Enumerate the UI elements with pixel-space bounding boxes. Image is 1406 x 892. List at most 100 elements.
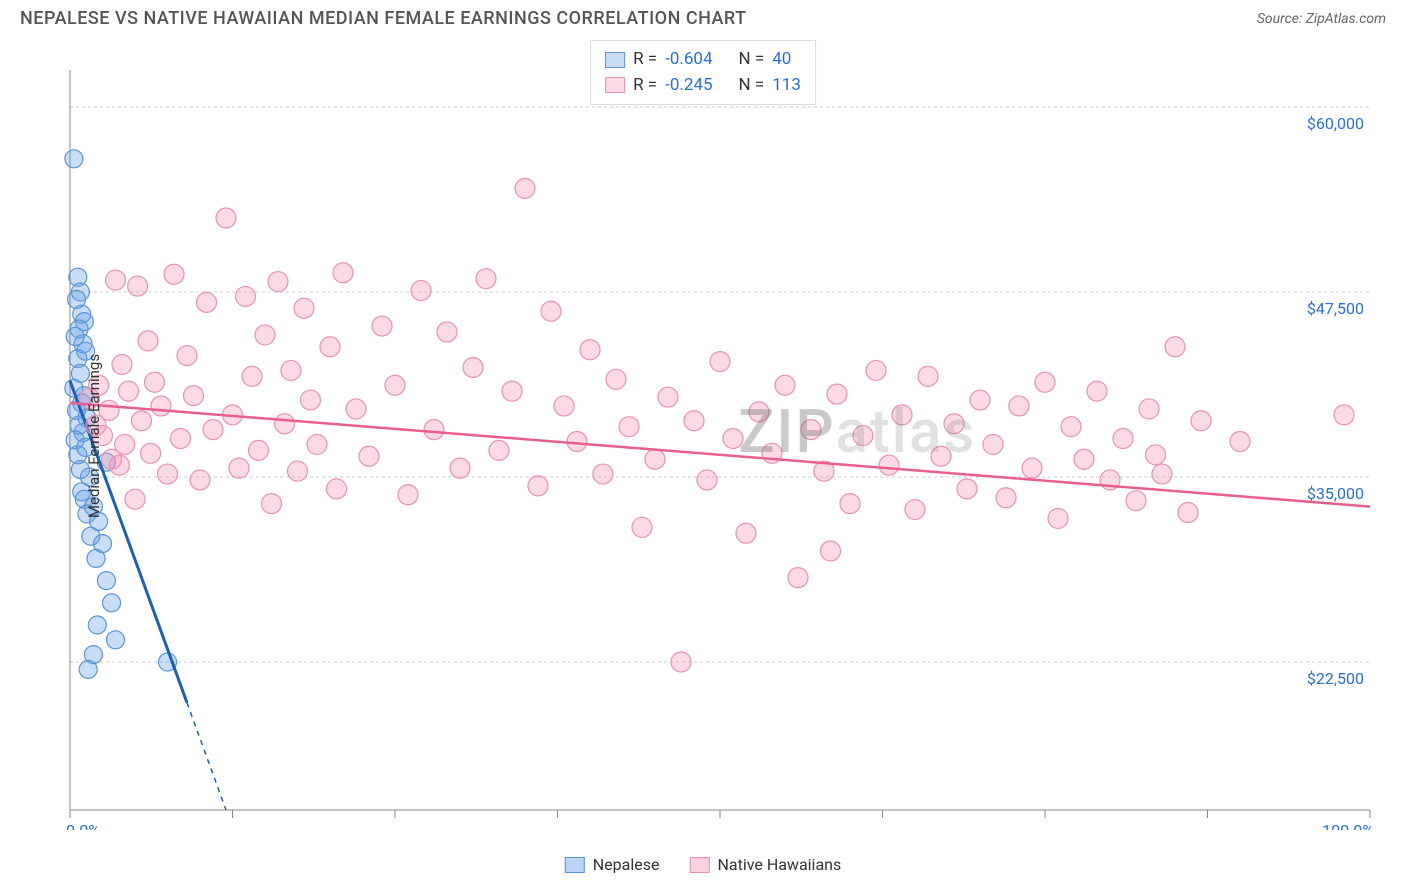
data-point [957,479,977,499]
x-max-label: 100.0% [1322,821,1374,830]
y-tick-label: $60,000 [1307,114,1364,133]
data-point [128,276,148,296]
data-point [1152,464,1172,484]
y-axis-label: Median Female Earnings [85,354,103,518]
data-point [632,517,652,537]
data-point [710,352,730,372]
data-point [424,420,444,440]
data-point [87,549,105,567]
data-point [879,455,899,475]
data-point [593,464,613,484]
data-point [853,426,873,446]
data-point [996,488,1016,508]
data-point [190,470,210,490]
data-point [931,446,951,466]
data-point [723,429,743,449]
data-point [65,150,83,168]
data-point [107,631,125,649]
legend-swatch [565,857,585,873]
data-point [151,396,171,416]
y-tick-label: $35,000 [1307,484,1364,503]
data-point [736,523,756,543]
data-point [671,652,691,672]
data-point [801,420,821,440]
data-point [606,369,626,389]
data-point [301,390,321,410]
x-min-label: 0.0% [66,821,100,830]
data-point [944,414,964,434]
data-point [821,541,841,561]
data-point [1074,449,1094,469]
legend-R-label: R = [633,73,657,99]
chart-title: NEPALESE VS NATIVE HAWAIIAN MEDIAN FEMAL… [20,8,747,29]
data-point [684,411,704,431]
data-point [268,272,288,292]
data-point [132,411,152,431]
data-point [88,616,106,634]
y-tick-label: $22,500 [1307,669,1364,688]
data-point [567,431,587,451]
data-point [1035,372,1055,392]
series-legend-label: Native Hawaiians [717,855,841,874]
data-point [1139,399,1159,419]
data-point [320,337,340,357]
data-point [307,434,327,454]
data-point [892,405,912,425]
data-point [411,281,431,301]
data-point [115,434,135,454]
series-legend-label: Nepalese [593,855,660,874]
data-point [528,476,548,496]
data-point [197,292,217,312]
data-point [840,494,860,514]
data-point [1126,491,1146,511]
data-point [398,485,418,505]
data-point [580,340,600,360]
data-point [1334,405,1354,425]
regression-line-dashed [187,703,226,810]
data-point [788,568,808,588]
legend-row: R =-0.604N =40 [605,47,801,73]
data-point [749,402,769,422]
data-point [1191,411,1211,431]
data-point [554,396,574,416]
data-point [327,479,347,499]
data-point [1178,503,1198,523]
data-point [216,208,236,228]
data-point [141,443,161,463]
legend-swatch [605,77,625,93]
data-point [918,366,938,386]
series-legend-item: Nepalese [565,855,660,874]
legend-swatch [605,52,625,68]
series-legend-item: Native Hawaiians [689,855,841,874]
data-point [112,355,132,375]
data-point [249,440,269,460]
data-point [905,500,925,520]
data-point [288,461,308,481]
data-point [294,298,314,318]
data-point [106,270,126,290]
legend-N-value: 113 [772,73,801,99]
legend-R-label: R = [633,47,657,73]
correlation-legend: R =-0.604N =40R =-0.245N =113 [590,40,816,105]
data-point [775,375,795,395]
data-point [658,387,678,407]
data-point [476,269,496,289]
data-point [177,346,197,366]
data-point [184,386,204,406]
data-point [463,357,483,377]
y-tick-label: $47,500 [1307,299,1364,318]
data-point [171,429,191,449]
data-point [1087,381,1107,401]
data-point [242,366,262,386]
data-point [109,455,129,475]
data-point [489,440,509,460]
data-point [970,390,990,410]
data-point [119,381,139,401]
data-point [385,375,405,395]
data-point [1165,337,1185,357]
legend-N-label: N = [739,47,765,73]
data-point [827,384,847,404]
data-point [236,286,256,306]
chart-container: Median Female Earnings $22,500 $35,000 $47… [20,40,1386,832]
data-point [359,446,379,466]
